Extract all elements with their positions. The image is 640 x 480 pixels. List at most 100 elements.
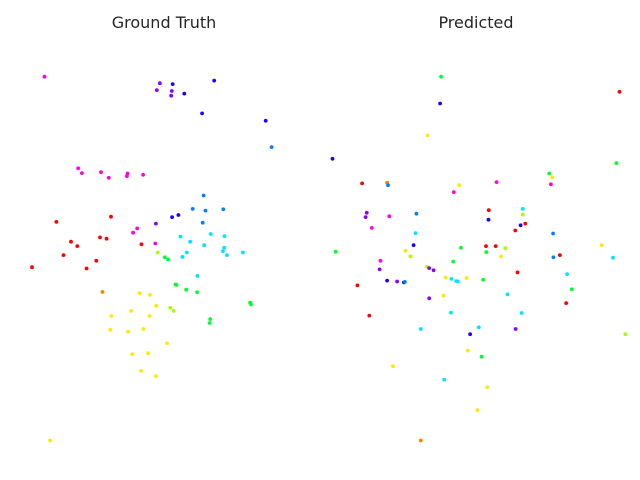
predicted-title: Predicted bbox=[438, 13, 513, 32]
predicted-point-21 bbox=[387, 214, 392, 219]
predicted-point-14 bbox=[451, 190, 456, 195]
predicted-point-18 bbox=[486, 208, 491, 213]
ground-truth-point-77 bbox=[146, 351, 151, 356]
ground-truth-point-18 bbox=[201, 193, 206, 198]
ground-truth-point-53 bbox=[84, 266, 89, 271]
predicted-point-56 bbox=[385, 278, 389, 283]
predicted-point-29 bbox=[599, 243, 604, 248]
predicted-point-37 bbox=[484, 250, 489, 255]
predicted-point-80 bbox=[475, 408, 480, 413]
ground-truth-point-66 bbox=[129, 309, 134, 313]
ground-truth-point-36 bbox=[69, 239, 73, 244]
ground-truth-point-23 bbox=[170, 215, 175, 220]
predicted-point-1 bbox=[617, 89, 622, 94]
predicted-point-16 bbox=[364, 210, 369, 215]
ground-truth-point-76 bbox=[130, 352, 135, 356]
ground-truth-point-59 bbox=[100, 290, 105, 294]
predicted-point-35 bbox=[333, 249, 338, 254]
ground-truth-point-56 bbox=[174, 283, 179, 287]
ground-truth-point-68 bbox=[109, 314, 114, 318]
predicted-point-27 bbox=[551, 231, 555, 236]
ground-truth-point-64 bbox=[154, 303, 159, 308]
predicted-point-19 bbox=[520, 212, 525, 217]
predicted-point-22 bbox=[486, 217, 491, 222]
predicted-point-74 bbox=[468, 332, 472, 337]
ground-truth-point-31 bbox=[222, 234, 227, 239]
predicted-point-52 bbox=[449, 277, 454, 281]
predicted-point-36 bbox=[403, 248, 408, 253]
predicted-point-44 bbox=[451, 259, 456, 264]
ground-truth-point-1 bbox=[170, 82, 175, 86]
ground-truth-point-40 bbox=[202, 243, 207, 248]
ground-truth-point-12 bbox=[80, 171, 84, 176]
ground-truth-point-50 bbox=[166, 257, 171, 262]
ground-truth-point-42 bbox=[221, 249, 225, 254]
predicted-point-5 bbox=[614, 161, 619, 166]
predicted-point-34 bbox=[459, 245, 463, 250]
ground-truth-point-78 bbox=[139, 369, 144, 373]
ground-truth-point-32 bbox=[98, 235, 102, 240]
ground-truth-point-2 bbox=[158, 81, 162, 86]
predicted-point-71 bbox=[418, 327, 423, 331]
predicted-point-62 bbox=[569, 287, 574, 292]
predicted-point-39 bbox=[408, 254, 413, 259]
predicted-point-72 bbox=[476, 325, 481, 330]
ground-truth-point-54 bbox=[195, 274, 200, 278]
predicted-point-24 bbox=[523, 221, 528, 226]
ground-truth-point-9 bbox=[263, 118, 268, 123]
predicted-panel: Predicted bbox=[330, 13, 628, 443]
ground-truth-point-10 bbox=[269, 145, 274, 150]
predicted-points bbox=[330, 74, 628, 443]
ground-truth-point-61 bbox=[148, 293, 152, 297]
ground-truth-panel: Ground Truth bbox=[30, 13, 274, 443]
predicted-point-67 bbox=[367, 313, 372, 318]
predicted-point-66 bbox=[564, 301, 569, 305]
predicted-point-6 bbox=[547, 171, 552, 176]
ground-truth-point-29 bbox=[131, 230, 136, 235]
predicted-point-12 bbox=[386, 183, 390, 188]
ground-truth-point-73 bbox=[141, 327, 146, 331]
predicted-point-43 bbox=[378, 258, 383, 263]
ground-truth-point-17 bbox=[106, 175, 111, 180]
ground-truth-point-52 bbox=[30, 265, 34, 270]
predicted-point-23 bbox=[518, 223, 523, 228]
ground-truth-point-39 bbox=[153, 241, 158, 246]
ground-truth-point-6 bbox=[169, 93, 174, 98]
predicted-point-54 bbox=[456, 279, 460, 284]
ground-truth-point-80 bbox=[48, 438, 52, 443]
ground-truth-point-24 bbox=[109, 214, 113, 219]
predicted-point-57 bbox=[395, 279, 399, 284]
ground-truth-point-43 bbox=[184, 250, 189, 255]
ground-truth-point-38 bbox=[139, 242, 144, 247]
predicted-point-32 bbox=[493, 244, 498, 249]
predicted-point-25 bbox=[369, 226, 374, 230]
ground-truth-point-51 bbox=[94, 258, 99, 263]
predicted-point-77 bbox=[391, 364, 395, 369]
ground-truth-point-34 bbox=[178, 234, 183, 239]
ground-truth-point-49 bbox=[163, 255, 167, 260]
predicted-point-76 bbox=[479, 354, 484, 359]
predicted-point-73 bbox=[513, 327, 518, 331]
ground-truth-point-70 bbox=[208, 317, 213, 321]
predicted-point-63 bbox=[441, 293, 446, 298]
ground-truth-point-48 bbox=[180, 255, 185, 259]
predicted-point-20 bbox=[363, 215, 368, 220]
predicted-point-8 bbox=[494, 180, 499, 185]
ground-truth-point-44 bbox=[241, 250, 245, 255]
predicted-point-69 bbox=[449, 310, 453, 315]
ground-truth-point-65 bbox=[168, 305, 173, 310]
ground-truth-point-16 bbox=[141, 172, 146, 177]
predicted-point-48 bbox=[431, 268, 436, 273]
predicted-point-26 bbox=[513, 228, 518, 233]
predicted-point-31 bbox=[484, 244, 488, 249]
ground-truth-point-60 bbox=[137, 291, 142, 296]
predicted-point-61 bbox=[355, 283, 360, 288]
predicted-point-11 bbox=[549, 182, 553, 187]
predicted-point-7 bbox=[550, 175, 555, 180]
ground-truth-point-67 bbox=[171, 309, 176, 313]
ground-truth-point-35 bbox=[188, 239, 193, 244]
predicted-point-65 bbox=[505, 292, 510, 297]
predicted-point-47 bbox=[427, 266, 432, 270]
ground-truth-point-20 bbox=[203, 208, 208, 213]
